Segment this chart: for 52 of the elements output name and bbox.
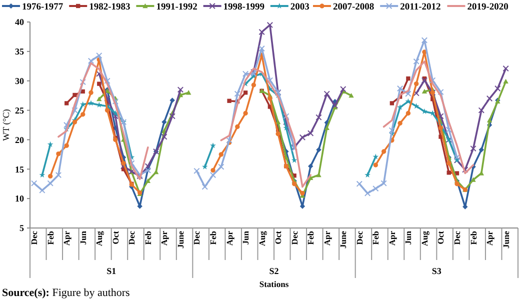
legend-label: 2019-2020: [467, 2, 509, 12]
x-tick-label: Apr: [484, 230, 495, 246]
x-tick-label: Aug: [256, 230, 267, 246]
y-axis-title: WT (°C): [1, 109, 11, 141]
x-tick-label: Jun: [240, 230, 251, 245]
legend-label: 2011-2012: [400, 2, 441, 12]
y-tick-label: 30: [15, 76, 24, 86]
legend-label: 1976-1977: [22, 2, 64, 12]
x-tick-label: Dec: [354, 230, 364, 245]
y-tick-label: 15: [15, 164, 24, 174]
text: S2: [269, 266, 280, 276]
x-tick-label: Apr: [224, 230, 234, 246]
source-note: Source(s): Figure by authors: [2, 287, 130, 299]
legend-label: 1998-1999: [223, 2, 265, 12]
legend-label: 2003: [290, 2, 310, 12]
x-tick-label: Apr: [62, 230, 72, 246]
x-tick-label: Dec: [126, 230, 137, 245]
y-tick-label: 10: [15, 194, 24, 204]
y-tick-label: 40: [15, 17, 24, 28]
y-tick-label: 5: [20, 223, 24, 234]
x-tick-label: Oct: [436, 230, 446, 244]
legend-label: 1982-1983: [89, 2, 131, 12]
x-tick-label: Dec: [29, 230, 40, 245]
x-tick-label: Jun: [78, 230, 88, 245]
legend-label: 2007-2008: [333, 2, 374, 12]
y-tick-label: 20: [15, 134, 24, 145]
x-tick-label: Oct: [110, 230, 120, 244]
x-tick-label: Feb: [142, 230, 153, 245]
x-tick-label: Feb: [208, 230, 218, 245]
x-tick-label: June: [338, 230, 348, 248]
x-tick-label: Dec: [289, 230, 300, 245]
x-tick-label: June: [175, 230, 186, 248]
x-tick-label: Oct: [273, 230, 284, 244]
x-tick-label: June: [500, 230, 511, 248]
text: S1: [106, 266, 117, 276]
x-tick-label: Feb: [468, 230, 478, 245]
x-tick-label: Apr: [322, 230, 332, 246]
x-tick-label: Jun: [403, 230, 414, 245]
x-tick-label: Feb: [370, 230, 381, 245]
x-tick-label: Apr: [159, 230, 170, 246]
y-tick-label: 35: [15, 46, 24, 57]
x-tick-label: Dec: [452, 230, 462, 245]
x-axis-title: Stations: [259, 279, 290, 289]
text: S3: [432, 266, 442, 276]
x-tick-label: Dec: [192, 230, 202, 245]
x-tick-label: Aug: [419, 230, 430, 246]
x-tick-label: Aug: [94, 230, 104, 246]
legend-label: 1991-1992: [156, 2, 198, 12]
x-tick-label: Apr: [386, 230, 397, 246]
x-tick-label: Feb: [306, 230, 316, 245]
x-tick-label: Feb: [45, 230, 56, 245]
y-tick-label: 25: [15, 105, 24, 116]
